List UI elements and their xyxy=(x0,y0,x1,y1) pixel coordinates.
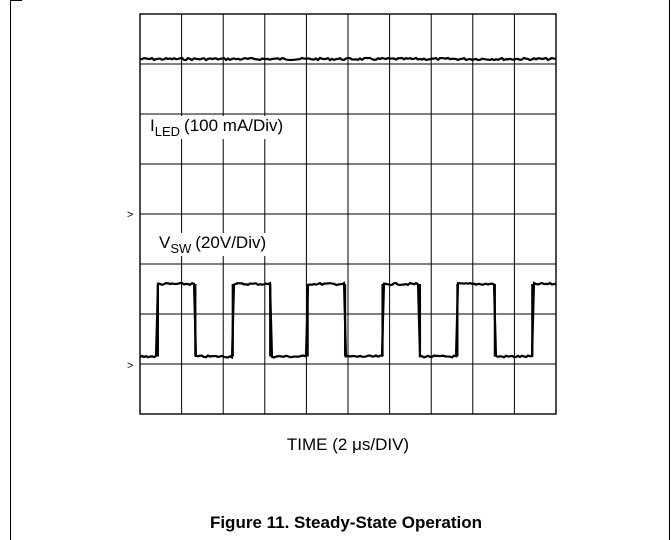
series-label-vsw-sub: SW xyxy=(170,241,192,256)
series-label-background xyxy=(156,233,270,256)
ground-marker-lower: > xyxy=(127,360,133,372)
page-frame-left xyxy=(10,0,11,540)
series-label-iled: ILED (100 mA/Div) xyxy=(150,116,283,139)
figure-caption: Figure 11. Steady-State Operation xyxy=(210,513,482,532)
series-label-vsw: VSW (20V/Div) xyxy=(159,233,266,256)
header-rule xyxy=(10,0,22,1)
x-axis-title: TIME (2 μs/DIV) xyxy=(287,435,409,454)
page-frame-right xyxy=(669,0,670,540)
scope-grid xyxy=(139,13,557,415)
series-label-iled-scale: (100 mA/Div) xyxy=(184,116,283,135)
series-label-background xyxy=(147,116,287,139)
trace-iled xyxy=(139,56,557,62)
series-label-vsw-scale: (20V/Div) xyxy=(195,233,266,252)
series-label-iled-name: I xyxy=(150,116,155,135)
series-label-iled-sub: LED xyxy=(155,124,180,139)
ground-marker-vsw: > xyxy=(127,209,133,221)
series-label-vsw-name: V xyxy=(159,233,171,252)
trace-layer xyxy=(139,56,557,360)
trace-vsw xyxy=(139,281,557,360)
